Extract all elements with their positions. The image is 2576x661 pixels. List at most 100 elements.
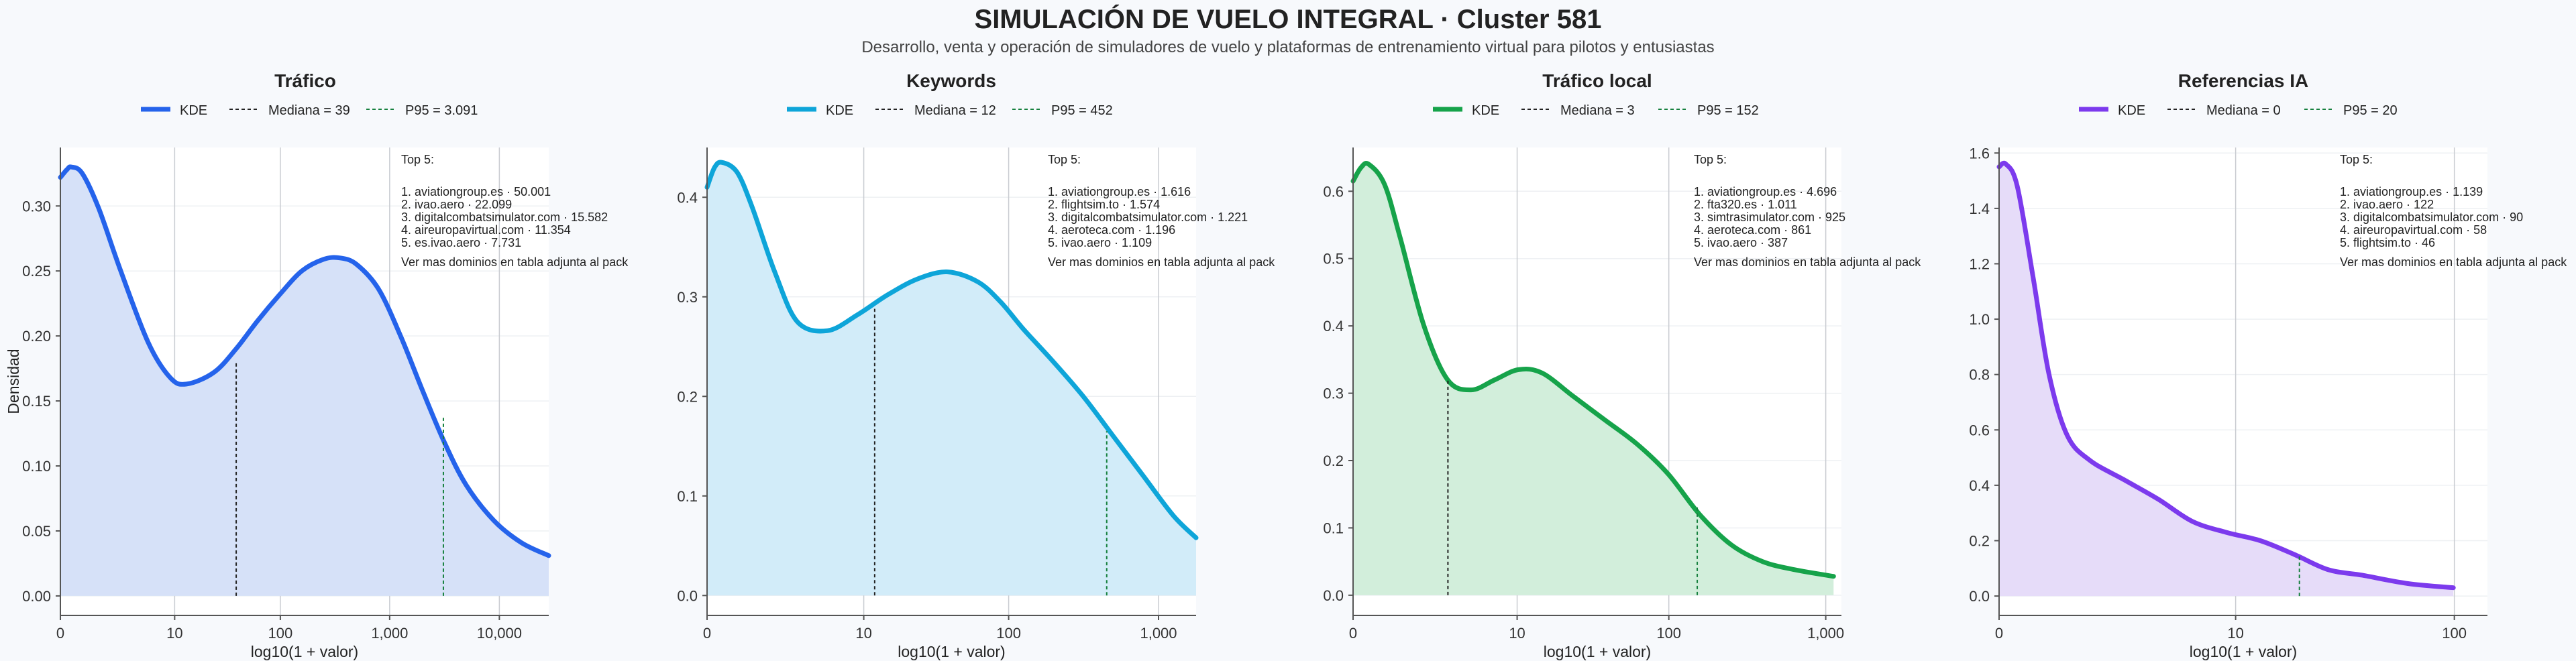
- y-tick-label: 1.6: [1969, 145, 1990, 162]
- panel-title: Tráfico: [274, 70, 336, 91]
- y-tick-label: 0.30: [22, 198, 51, 215]
- figure-title: SIMULACIÓN DE VUELO INTEGRAL · Cluster 5…: [975, 3, 1602, 34]
- top5-item: 5. ivao.aero · 1.109: [1048, 236, 1152, 249]
- top5-title: Top 5:: [1048, 153, 1081, 166]
- y-tick-label: 0.05: [22, 523, 51, 540]
- top5-item: 3. simtrasimulator.com · 925: [1694, 211, 1845, 224]
- panel-title: Tráfico local: [1542, 70, 1652, 91]
- y-tick-label: 0.6: [1969, 422, 1990, 438]
- top5-item: 5. es.ivao.aero · 7.731: [401, 236, 521, 249]
- y-tick-label: 0.25: [22, 263, 51, 280]
- top5-item: 4. aeroteca.com · 861: [1694, 223, 1811, 237]
- y-tick-label: 0.8: [1969, 367, 1990, 383]
- y-tick-label: 1.2: [1969, 255, 1990, 272]
- top5-title: Top 5:: [401, 153, 434, 166]
- top5-item: 1. aviationgroup.es · 1.139: [2340, 185, 2483, 198]
- legend-p95-label: P95 = 152: [1697, 103, 1759, 118]
- y-tick-label: 0.3: [677, 289, 698, 306]
- top5-note: Ver mas dominios en tabla adjunta al pac…: [1694, 255, 1921, 269]
- top5-note: Ver mas dominios en tabla adjunta al pac…: [2340, 255, 2567, 269]
- legend-median-label: Mediana = 39: [268, 103, 350, 118]
- y-tick-label: 0.2: [677, 388, 698, 405]
- x-tick-label: 0: [703, 625, 711, 642]
- top5-item: 2. ivao.aero · 22.099: [401, 198, 512, 211]
- top5-title: Top 5:: [1694, 153, 1727, 166]
- top5-note: Ver mas dominios en tabla adjunta al pac…: [401, 255, 629, 269]
- y-tick-label: 0.0: [677, 587, 698, 604]
- x-tick-label: 10: [855, 625, 871, 642]
- y-tick-label: 0.20: [22, 328, 51, 345]
- y-tick-label: 0.5: [1323, 251, 1344, 267]
- top5-item: 2. flightsim.to · 1.574: [1048, 198, 1160, 211]
- x-tick-label: 1,000: [1140, 625, 1177, 642]
- y-tick-label: 0.4: [677, 189, 698, 206]
- top5-item: 2. ivao.aero · 122: [2340, 198, 2434, 211]
- legend: KDE Mediana = 12 P95 = 452: [787, 103, 1113, 118]
- y-tick-label: 0.2: [1323, 453, 1344, 469]
- y-tick-label: 0.15: [22, 393, 51, 410]
- x-tick-label: 1,000: [1807, 625, 1844, 642]
- top5-item: 3. digitalcombatsimulator.com · 90: [2340, 211, 2523, 224]
- panel-title: Referencias IA: [2178, 70, 2309, 91]
- legend: KDE Mediana = 3 P95 = 152: [1433, 103, 1759, 118]
- y-tick-label: 0.1: [677, 488, 698, 505]
- x-axis-label: log10(1 + valor): [898, 643, 1005, 660]
- x-tick-label: 100: [2442, 625, 2467, 642]
- top5-item: 1. aviationgroup.es · 4.696: [1694, 185, 1837, 198]
- kde-area: [1999, 163, 2454, 597]
- top5-item: 4. aireuropavirtual.com · 58: [2340, 223, 2487, 237]
- y-tick-label: 0.2: [1969, 532, 1990, 549]
- top5-item: 3. digitalcombatsimulator.com · 15.582: [401, 211, 608, 224]
- legend-median-label: Mediana = 0: [2206, 103, 2281, 118]
- y-tick-label: 0.4: [1969, 477, 1990, 494]
- panel-4: Referencias IA KDE Mediana = 0 P95 = 20 0.0 0…: [1969, 70, 2567, 660]
- y-axis-label: Densidad: [5, 349, 22, 414]
- x-tick-label: 100: [268, 625, 293, 642]
- y-tick-label: 1.4: [1969, 200, 1990, 217]
- y-tick-label: 0.00: [22, 588, 51, 605]
- kde-area: [60, 166, 549, 596]
- top5-note: Ver mas dominios en tabla adjunta al pac…: [1048, 255, 1275, 269]
- panel-title: Keywords: [906, 70, 996, 91]
- x-tick-label: 1,000: [371, 625, 408, 642]
- legend: KDE Mediana = 39 P95 = 3.091: [141, 103, 478, 118]
- panel-1: Tráfico KDE Mediana = 39 P95 = 3.091 0.00 0.0…: [5, 70, 629, 660]
- x-tick-label: 10,000: [477, 625, 522, 642]
- kde-line: [704, 160, 1199, 540]
- y-tick-label: 0.0: [1969, 588, 1990, 605]
- kde-line: [1350, 161, 1836, 579]
- legend-kde-label: KDE: [1472, 103, 1499, 118]
- y-tick-label: 0.3: [1323, 385, 1344, 402]
- panel-3: Tráfico local KDE Mediana = 3 P95 = 152 0.0 0…: [1323, 70, 1921, 660]
- figure-subtitle: Desarrollo, venta y operación de simulad…: [861, 38, 1714, 56]
- x-tick-label: 10: [166, 625, 182, 642]
- legend-p95-label: P95 = 452: [1051, 103, 1113, 118]
- y-tick-label: 0.0: [1323, 587, 1344, 604]
- y-tick-label: 0.1: [1323, 520, 1344, 536]
- top5-title: Top 5:: [2340, 153, 2373, 166]
- legend-p95-label: P95 = 20: [2343, 103, 2398, 118]
- legend-kde-label: KDE: [180, 103, 207, 118]
- top5-item: 4. aireuropavirtual.com · 11.354: [401, 223, 571, 237]
- y-tick-label: 0.10: [22, 458, 51, 475]
- x-tick-label: 100: [1656, 625, 1681, 642]
- top5-item: 5. ivao.aero · 387: [1694, 236, 1788, 249]
- top5-item: 2. fta320.es · 1.011: [1694, 198, 1797, 211]
- top5-item: 5. flightsim.to · 46: [2340, 236, 2435, 249]
- kde-area: [1353, 163, 1834, 595]
- kde-area: [707, 162, 1196, 596]
- legend-p95-label: P95 = 3.091: [405, 103, 478, 118]
- x-axis-label: log10(1 + valor): [251, 643, 358, 660]
- top5-item: 3. digitalcombatsimulator.com · 1.221: [1048, 211, 1248, 224]
- y-tick-label: 1.0: [1969, 311, 1990, 328]
- x-tick-label: 10: [1509, 625, 1525, 642]
- legend-median-label: Mediana = 3: [1560, 103, 1635, 118]
- x-axis-label: log10(1 + valor): [2190, 643, 2297, 660]
- panel-2: Keywords KDE Mediana = 12 P95 = 452 0.0 0.1 0.…: [677, 70, 1275, 660]
